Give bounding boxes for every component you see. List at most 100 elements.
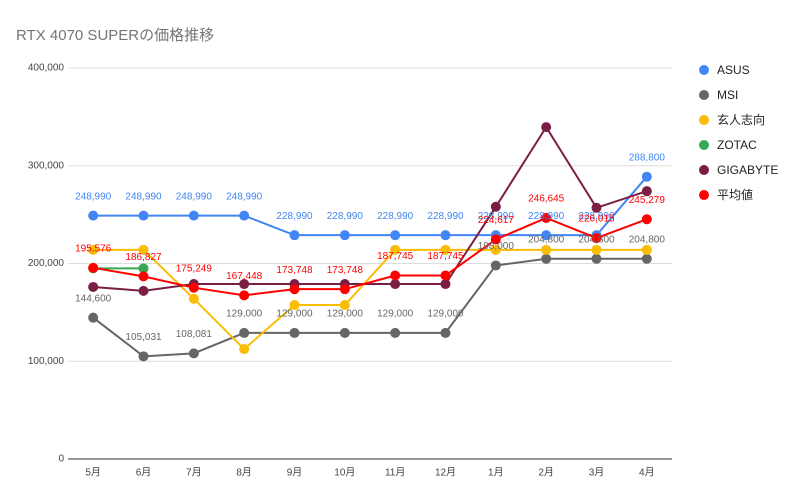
data-label: 129,000 [276, 309, 313, 320]
data-label: 129,000 [226, 309, 263, 320]
y-tick-label: 400,000 [28, 63, 65, 74]
x-tick-label: 8月 [236, 467, 252, 479]
data-label: 228,990 [377, 211, 414, 222]
x-tick-label: 11月 [385, 467, 405, 479]
data-point [440, 230, 451, 241]
x-tick-label: 4月 [639, 467, 655, 479]
data-point [339, 300, 350, 311]
data-point [88, 281, 99, 292]
data-point [289, 300, 300, 311]
data-point [289, 327, 300, 338]
data-point [188, 210, 199, 221]
data-point [339, 284, 350, 295]
data-point [289, 230, 300, 241]
legend-label: MSI [717, 88, 738, 102]
x-tick-label: 5月 [85, 467, 101, 479]
x-tick-label: 9月 [287, 467, 303, 479]
data-point [541, 253, 552, 264]
data-point [440, 279, 451, 290]
data-point [289, 284, 300, 295]
data-label: 228,990 [276, 211, 313, 222]
data-label: 129,000 [377, 309, 414, 320]
x-tick-label: 3月 [589, 467, 605, 479]
data-label: 228,990 [327, 211, 364, 222]
data-point [440, 270, 451, 281]
x-tick-label: 12月 [435, 467, 456, 479]
data-point [541, 230, 552, 241]
data-point [138, 351, 149, 362]
data-point [138, 210, 149, 221]
series-line [92, 257, 647, 358]
y-tick-label: 200,000 [28, 258, 65, 269]
legend-marker [699, 115, 709, 125]
x-tick-label: 10月 [334, 467, 355, 479]
legend-label: 玄人志向 [717, 112, 765, 127]
data-label: 167,448 [226, 271, 263, 282]
data-point [641, 253, 652, 264]
data-label: 187,745 [427, 251, 464, 262]
data-point [138, 263, 149, 274]
data-label: 198,000 [478, 241, 515, 252]
data-point [88, 312, 99, 323]
data-point [339, 327, 350, 338]
data-label: 228,990 [528, 211, 565, 222]
data-point [188, 293, 199, 304]
data-label: 204,800 [528, 234, 565, 245]
series-line [92, 216, 648, 297]
legend-label: ASUS [717, 63, 750, 77]
data-point [490, 201, 501, 212]
data-point [541, 244, 552, 255]
data-label: 108,081 [176, 329, 213, 340]
data-label: 224,617 [478, 215, 515, 226]
data-point [188, 348, 199, 359]
legend-marker [699, 190, 709, 200]
data-point [390, 270, 401, 281]
data-label: 228,990 [427, 211, 464, 222]
data-point [490, 234, 501, 245]
data-point [390, 230, 401, 241]
data-point [591, 244, 602, 255]
data-label: 186,827 [125, 252, 162, 263]
x-tick-label: 7月 [186, 467, 202, 479]
data-label: 173,748 [327, 265, 364, 276]
data-label: 204,800 [629, 234, 666, 245]
data-point [641, 214, 652, 225]
data-label: 129,000 [427, 309, 464, 320]
data-label: 173,748 [276, 265, 313, 276]
x-tick-label: 1月 [488, 467, 504, 479]
data-point [591, 233, 602, 244]
data-label: 228,990 [478, 211, 515, 222]
data-point [591, 202, 602, 213]
legend-marker [699, 90, 709, 100]
data-label: 246,645 [528, 194, 565, 205]
data-point [390, 327, 401, 338]
legend-label: 平均値 [717, 187, 753, 202]
x-tick-label: 6月 [136, 467, 152, 479]
data-point [440, 327, 451, 338]
data-label: 144,600 [75, 293, 112, 304]
y-tick-label: 0 [58, 454, 64, 465]
data-point [239, 290, 250, 301]
chart-title: RTX 4070 SUPERの価格推移 [16, 27, 214, 44]
legend-marker [699, 140, 709, 150]
legend-label: ZOTAC [717, 138, 757, 152]
data-point [239, 279, 250, 290]
series-line [93, 248, 647, 351]
legend-marker [699, 165, 709, 175]
data-label: 248,990 [75, 191, 112, 202]
series-line [93, 176, 648, 237]
data-label: 226,015 [578, 214, 615, 225]
data-label: 187,745 [377, 251, 414, 262]
data-point [440, 244, 451, 255]
legend-marker [699, 65, 709, 75]
data-point [138, 271, 149, 282]
data-point [390, 244, 401, 255]
data-label: 245,279 [629, 195, 666, 206]
data-point [88, 244, 99, 255]
legend-label: GIGABYTE [717, 163, 778, 177]
data-point [239, 327, 250, 338]
data-point [239, 210, 250, 221]
data-point [641, 171, 652, 182]
